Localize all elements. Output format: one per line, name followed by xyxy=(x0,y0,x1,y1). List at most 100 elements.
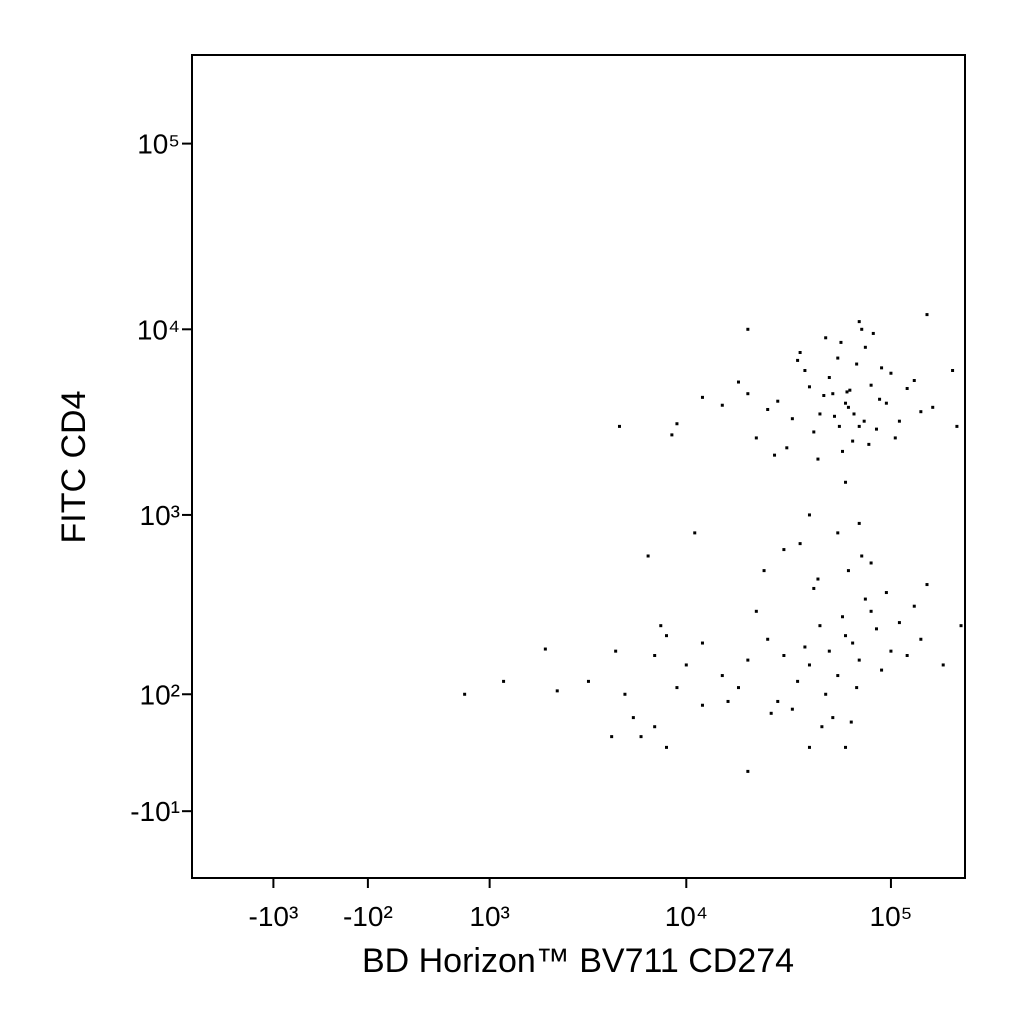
point xyxy=(884,591,888,595)
point xyxy=(586,679,590,683)
x-tick-label: 10⁵ xyxy=(870,901,913,932)
point xyxy=(555,689,559,693)
point xyxy=(905,654,909,658)
point xyxy=(880,366,884,370)
point xyxy=(782,654,786,658)
point xyxy=(846,569,850,573)
y-tick-label: 10³ xyxy=(140,500,180,531)
y-tick-label: 10² xyxy=(140,679,180,710)
point xyxy=(720,403,724,407)
point xyxy=(614,649,618,653)
point xyxy=(796,679,800,683)
point xyxy=(831,392,835,396)
point xyxy=(782,548,786,552)
point xyxy=(841,449,845,453)
point xyxy=(653,654,657,658)
point xyxy=(754,436,758,440)
point xyxy=(639,735,643,739)
point xyxy=(746,769,750,773)
point xyxy=(766,637,770,641)
point xyxy=(785,446,789,450)
point xyxy=(844,401,848,405)
point xyxy=(869,561,873,565)
point xyxy=(543,647,547,651)
point xyxy=(889,371,893,375)
point xyxy=(816,457,820,461)
point xyxy=(807,663,811,667)
x-tick-label: -10² xyxy=(343,901,393,932)
point xyxy=(617,424,621,428)
point xyxy=(860,554,864,558)
point xyxy=(665,745,669,749)
point xyxy=(836,356,840,360)
point xyxy=(925,583,929,587)
point xyxy=(849,720,853,724)
point xyxy=(700,395,704,399)
point xyxy=(860,327,864,331)
point xyxy=(816,577,820,581)
point xyxy=(746,327,750,331)
point xyxy=(852,412,856,416)
point xyxy=(884,401,888,405)
point xyxy=(824,336,828,340)
point xyxy=(798,351,802,355)
point xyxy=(700,703,704,707)
point xyxy=(837,424,841,428)
y-tick-label: 10⁵ xyxy=(137,129,180,160)
point xyxy=(812,430,816,434)
point xyxy=(871,331,875,335)
point xyxy=(955,424,959,428)
point xyxy=(665,634,669,638)
point xyxy=(925,313,929,317)
point xyxy=(827,376,831,380)
plot-frame xyxy=(191,54,966,879)
point xyxy=(824,692,828,696)
point xyxy=(905,386,909,390)
point xyxy=(857,320,861,324)
point xyxy=(845,390,849,394)
point xyxy=(897,419,901,423)
point xyxy=(846,405,850,409)
point xyxy=(857,658,861,662)
point xyxy=(959,624,963,628)
point xyxy=(836,531,840,535)
point xyxy=(659,624,663,628)
point xyxy=(820,725,824,729)
point xyxy=(867,442,871,446)
point xyxy=(675,686,679,690)
point xyxy=(827,649,831,653)
point xyxy=(754,609,758,613)
point xyxy=(951,368,955,372)
point xyxy=(841,615,845,619)
point xyxy=(844,480,848,484)
point xyxy=(919,410,923,414)
point xyxy=(812,586,816,590)
point xyxy=(912,604,916,608)
point xyxy=(832,414,836,418)
y-tick-label: 10⁴ xyxy=(137,314,180,345)
point xyxy=(831,716,835,720)
point xyxy=(463,692,467,696)
point xyxy=(766,407,770,411)
point xyxy=(822,394,826,398)
point xyxy=(631,716,635,720)
point xyxy=(790,417,794,421)
point xyxy=(736,686,740,690)
point xyxy=(670,433,674,437)
point xyxy=(818,624,822,628)
point xyxy=(857,424,861,428)
point xyxy=(746,658,750,662)
point xyxy=(836,674,840,678)
point xyxy=(862,419,866,423)
point xyxy=(807,385,811,389)
x-tick-label: -10³ xyxy=(249,901,299,932)
point xyxy=(855,362,859,366)
point xyxy=(798,542,802,546)
point xyxy=(773,453,777,457)
point xyxy=(502,679,506,683)
point xyxy=(880,668,884,672)
point xyxy=(803,368,807,372)
point xyxy=(912,379,916,383)
point xyxy=(769,711,773,715)
